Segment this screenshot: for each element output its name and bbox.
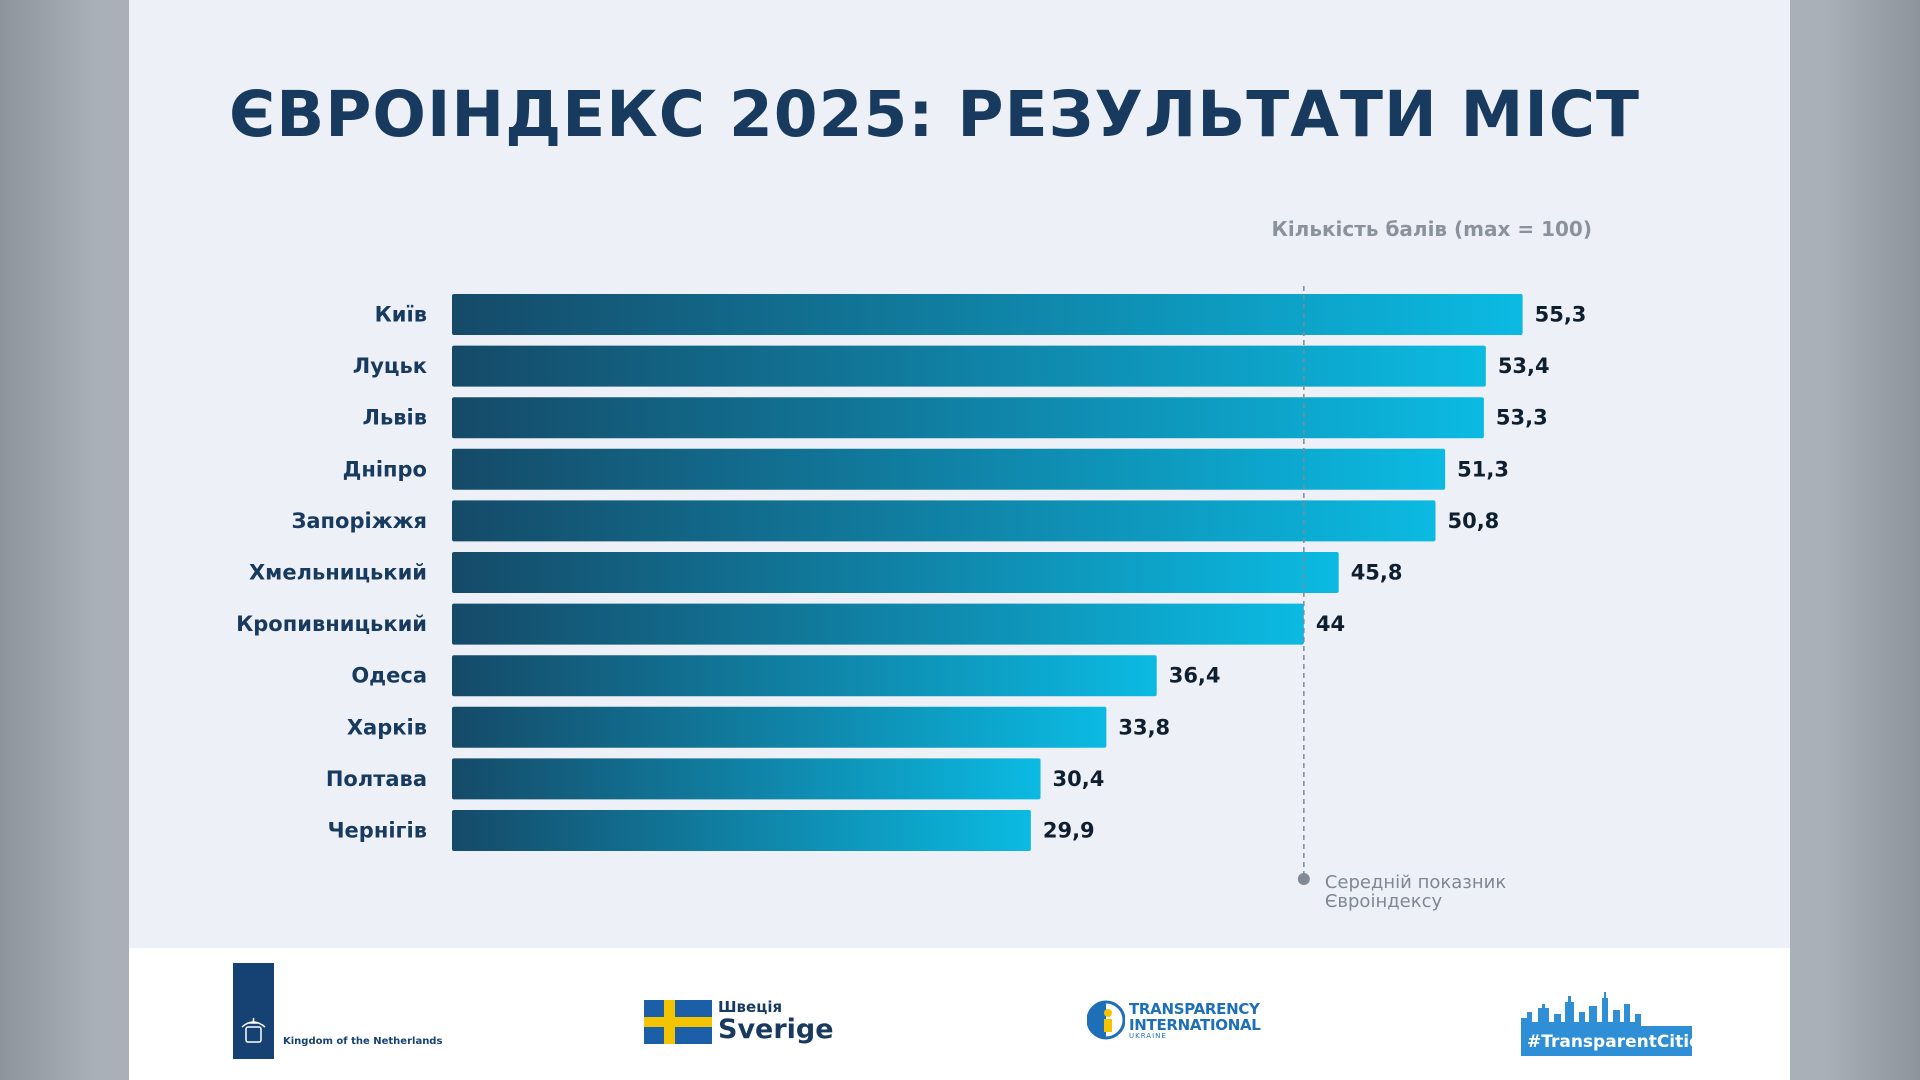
category-label: Львів [363, 406, 428, 430]
transparent-cities-logo: #TransparentCities [1519, 988, 1711, 1058]
bar [452, 758, 1041, 800]
value-label: 53,3 [1496, 406, 1548, 430]
average-marker [1297, 873, 1310, 885]
sweden-label-ua: Швеція [718, 998, 783, 1016]
value-label: 50,8 [1447, 509, 1499, 533]
bar [452, 448, 1446, 490]
value-label: 44 [1316, 612, 1345, 636]
category-label: Луцьк [353, 354, 427, 378]
bar [452, 706, 1107, 748]
category-label: Київ [375, 303, 427, 327]
slide: ЄВРОІНДЕКС 2025: РЕЗУЛЬТАТИ МІСТ Кількіс… [129, 0, 1790, 1080]
value-label: 33,8 [1118, 715, 1170, 739]
category-label: Харків [347, 715, 427, 739]
sweden-flag-icon [644, 1000, 712, 1044]
ti-emblem-icon [1087, 1000, 1125, 1040]
ti-label-line3: UKRAINE [1129, 1032, 1167, 1040]
ti-label-line2: INTERNATIONAL [1129, 1016, 1261, 1034]
netherlands-coat-of-arms-icon [233, 963, 274, 1059]
transparency-international-logo: TRANSPARENCY INTERNATIONAL UKRAINE [1087, 998, 1277, 1048]
bar [452, 397, 1484, 439]
value-label: 45,8 [1351, 561, 1403, 585]
bar [452, 810, 1031, 851]
sweden-logo: Швеція Sverige [644, 998, 834, 1056]
value-label: 29,9 [1043, 819, 1095, 843]
bar-chart: Кількість балів (max = 100) Київ 55,3 Луцьк… [236, 217, 1592, 912]
bar [452, 345, 1486, 387]
bar [452, 603, 1304, 645]
sweden-label: Sverige [718, 1014, 834, 1045]
category-label: Кропивницький [236, 612, 427, 636]
category-label: Одеса [351, 664, 427, 688]
page-title: ЄВРОІНДЕКС 2025: РЕЗУЛЬТАТИ МІСТ [229, 78, 1641, 151]
ti-label-line1: TRANSPARENCY [1129, 1000, 1260, 1018]
netherlands-label: Kingdom of the Netherlands [283, 1036, 443, 1047]
hashtag-label: #TransparentCities [1527, 1032, 1711, 1052]
average-label: Середній показник [1325, 872, 1506, 893]
bar [452, 500, 1436, 542]
partner-logos-footer: Kingdom of the Netherlands Швеція Sverig… [129, 948, 1790, 1080]
bar [452, 294, 1523, 335]
netherlands-logo: Kingdom of the Netherlands [233, 963, 442, 1063]
category-label: Запоріжжя [291, 509, 427, 533]
category-label: Дніпро [343, 457, 427, 481]
value-label: 55,3 [1535, 303, 1587, 327]
value-label: 30,4 [1053, 767, 1105, 791]
category-label: Чернігів [328, 819, 427, 843]
category-label: Полтава [326, 767, 427, 791]
bar [452, 655, 1157, 697]
value-label: 53,4 [1498, 354, 1550, 378]
bar [452, 552, 1339, 593]
value-label: 36,4 [1169, 664, 1221, 688]
category-label: Хмельницький [249, 561, 427, 585]
unit-label: Кількість балів (max = 100) [1271, 217, 1592, 241]
city-skyline-icon [1521, 992, 1692, 1056]
value-label: 51,3 [1457, 457, 1509, 481]
average-label: Євроіндексу [1325, 891, 1443, 912]
